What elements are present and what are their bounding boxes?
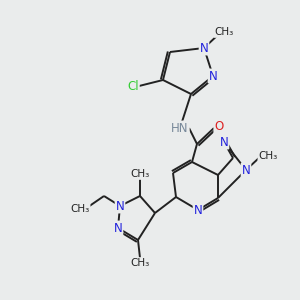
Text: N: N: [242, 164, 250, 176]
Text: N: N: [194, 203, 202, 217]
Text: CH₃: CH₃: [130, 258, 150, 268]
Text: CH₃: CH₃: [130, 169, 150, 179]
Text: N: N: [208, 70, 217, 83]
Text: CH₃: CH₃: [258, 151, 278, 161]
Text: CH₃: CH₃: [70, 204, 90, 214]
Text: N: N: [114, 221, 122, 235]
Text: N: N: [200, 41, 208, 55]
Text: N: N: [220, 136, 228, 148]
Text: N: N: [116, 200, 124, 212]
Text: CH₃: CH₃: [214, 27, 234, 37]
Text: HN: HN: [171, 122, 189, 134]
Text: O: O: [214, 121, 224, 134]
Text: Cl: Cl: [127, 80, 139, 94]
